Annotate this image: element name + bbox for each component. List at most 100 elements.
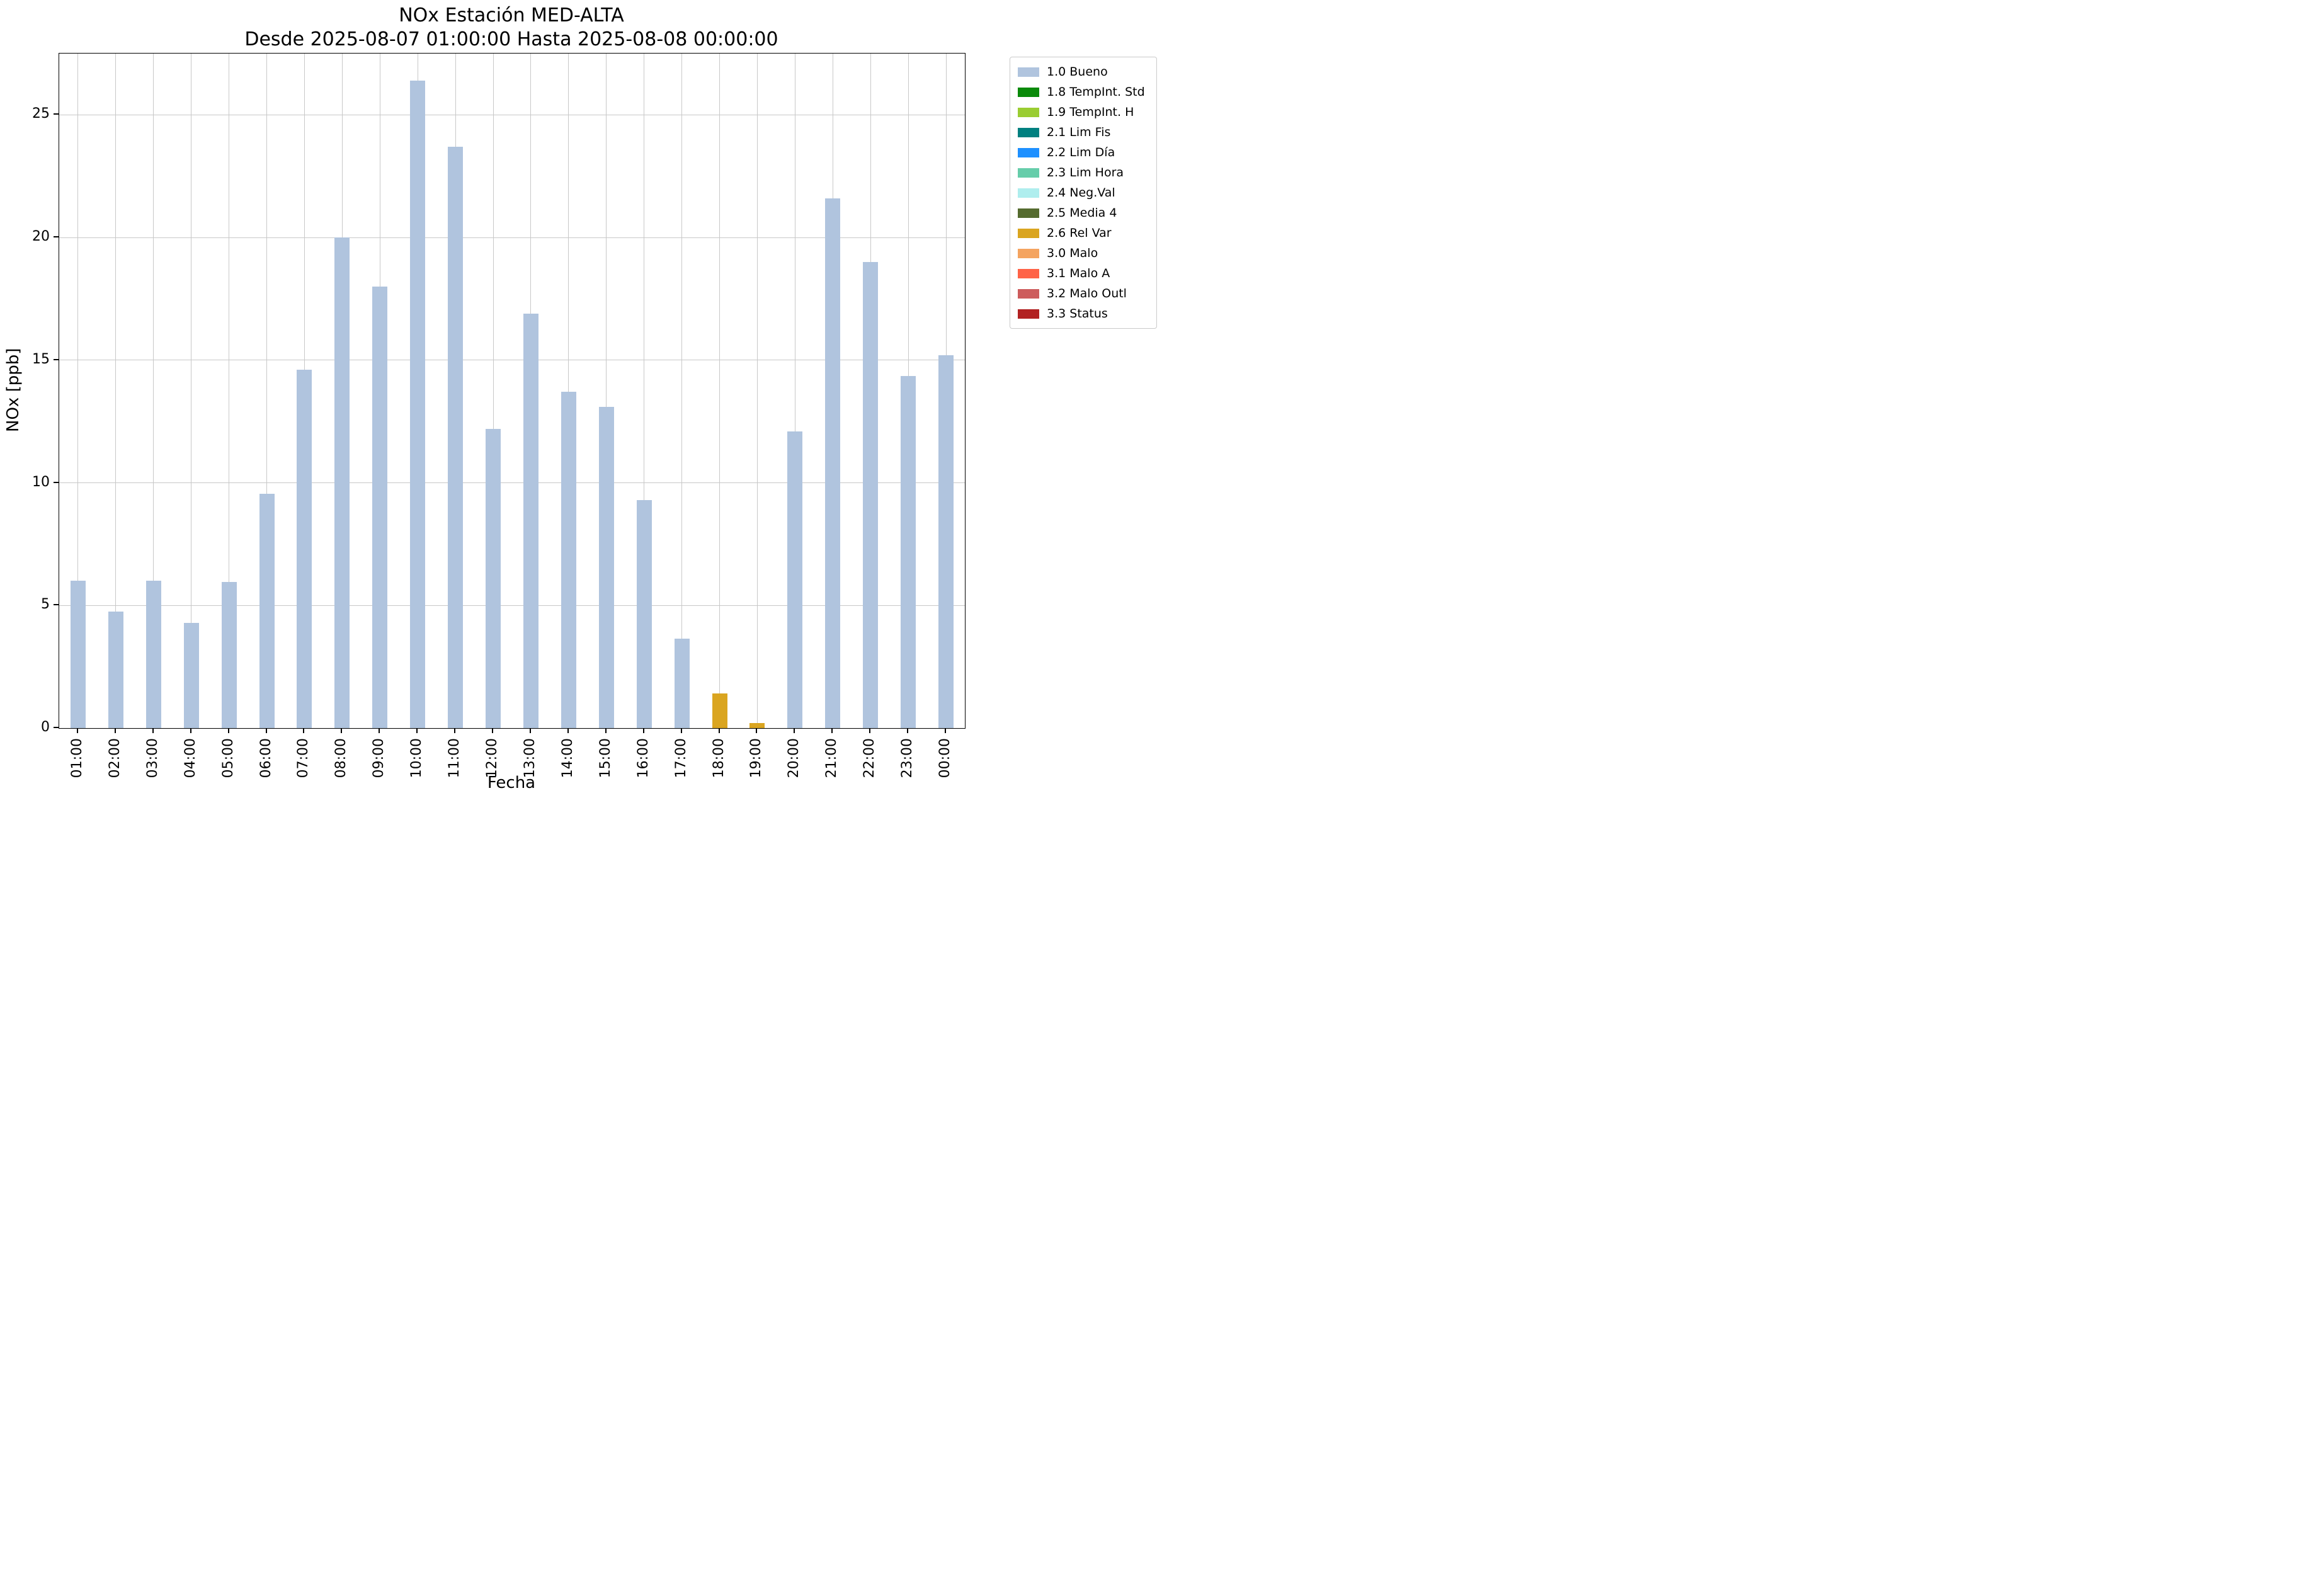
legend-item-label: 3.0 Malo [1047, 246, 1098, 260]
legend-swatch [1018, 248, 1039, 258]
x-tick-label: 22:00 [862, 738, 878, 778]
x-tick-label: 20:00 [786, 738, 802, 778]
legend-swatch [1018, 188, 1039, 198]
x-gridline [77, 54, 79, 728]
x-gridline [756, 54, 758, 728]
x-tick-mark [756, 728, 758, 733]
y-tick-label: 5 [41, 596, 50, 613]
y-tick-label: 20 [32, 229, 50, 245]
legend-item-label: 2.5 Media 4 [1047, 206, 1117, 220]
y-axis-label: NOx [ppb] [4, 348, 23, 433]
y-gridline [59, 237, 965, 238]
legend-item: 3.3 Status [1018, 307, 1145, 321]
x-gridline [115, 54, 117, 728]
x-tick-label: 05:00 [220, 738, 236, 778]
legend-item: 2.5 Media 4 [1018, 206, 1145, 220]
x-tick-label: 01:00 [69, 738, 85, 778]
x-tick-label: 07:00 [295, 738, 312, 778]
x-tick-mark [794, 728, 795, 733]
x-tick-mark [265, 728, 267, 733]
legend-item-label: 3.1 Malo A [1047, 266, 1110, 280]
legend-swatch [1018, 309, 1039, 319]
x-tick-label: 17:00 [673, 738, 689, 778]
x-tick-mark [454, 728, 456, 733]
x-tick-label: 03:00 [144, 738, 161, 778]
legend-swatch [1018, 127, 1039, 137]
chart-title: NOx Estación MED-ALTA [399, 4, 624, 26]
x-tick-label: 00:00 [937, 738, 954, 778]
x-tick-mark [869, 728, 871, 733]
y-tick-label: 0 [41, 719, 50, 735]
bar-00:00 [938, 355, 954, 728]
legend-item: 1.8 TempInt. Std [1018, 85, 1145, 99]
bar-06:00 [259, 494, 275, 728]
legend-item: 1.9 TempInt. H [1018, 105, 1145, 119]
x-tick-label: 12:00 [484, 738, 501, 778]
bar-05:00 [221, 582, 237, 728]
chart-subtitle: Desde 2025-08-07 01:00:00 Hasta 2025-08-… [244, 28, 778, 50]
legend-item: 3.1 Malo A [1018, 266, 1145, 280]
bar-23:00 [901, 376, 916, 728]
bar-01:00 [70, 581, 86, 728]
plot-area [59, 53, 966, 729]
legend-item: 2.6 Rel Var [1018, 226, 1145, 240]
legend-item: 2.2 Lim Día [1018, 145, 1145, 159]
x-tick-mark [190, 728, 191, 733]
legend-swatch [1018, 208, 1039, 218]
x-tick-mark [303, 728, 305, 733]
x-tick-label: 19:00 [748, 738, 765, 778]
x-tick-mark [114, 728, 116, 733]
legend-item-label: 2.1 Lim Fis [1047, 125, 1111, 139]
chart-title-block: NOx Estación MED-ALTA Desde 2025-08-07 0… [59, 4, 964, 52]
x-gridline [719, 54, 721, 728]
x-gridline [493, 54, 494, 728]
x-tick-mark [416, 728, 418, 733]
legend-item: 3.2 Malo Outl [1018, 287, 1145, 300]
bar-14:00 [561, 392, 576, 728]
bar-04:00 [183, 622, 199, 728]
x-gridline [568, 54, 569, 728]
legend-item-label: 2.2 Lim Día [1047, 145, 1115, 159]
legend-item: 2.1 Lim Fis [1018, 125, 1145, 139]
bar-03:00 [145, 581, 161, 728]
x-tick-mark [605, 728, 607, 733]
bar-12:00 [486, 428, 501, 728]
y-tick-mark [54, 358, 59, 360]
x-gridline [606, 54, 607, 728]
y-tick-label: 10 [32, 474, 50, 490]
x-tick-mark [642, 728, 644, 733]
bar-15:00 [598, 406, 614, 728]
legend-swatch [1018, 67, 1039, 77]
x-gridline [153, 54, 154, 728]
legend-swatch [1018, 288, 1039, 299]
y-gridline [59, 482, 965, 484]
x-tick-mark [341, 728, 343, 733]
bar-11:00 [448, 146, 464, 728]
legend-item-label: 1.9 TempInt. H [1047, 105, 1134, 119]
bar-08:00 [334, 237, 350, 728]
bar-21:00 [825, 198, 841, 728]
x-tick-label: 02:00 [106, 738, 123, 778]
x-tick-mark [718, 728, 720, 733]
legend-swatch [1018, 228, 1039, 238]
legend-item-label: 3.3 Status [1047, 307, 1108, 321]
bar-07:00 [297, 370, 312, 728]
x-tick-mark [567, 728, 569, 733]
bar-20:00 [787, 431, 803, 728]
bar-16:00 [636, 499, 652, 728]
x-tick-mark [152, 728, 154, 733]
x-gridline [681, 54, 683, 728]
bar-02:00 [108, 612, 123, 728]
bar-13:00 [523, 313, 538, 728]
x-tick-label: 10:00 [409, 738, 425, 778]
bar-18:00 [712, 693, 727, 728]
x-tick-mark [227, 728, 229, 733]
legend-swatch [1018, 87, 1039, 97]
legend-item: 1.0 Bueno [1018, 65, 1145, 79]
x-tick-label: 06:00 [258, 738, 274, 778]
x-gridline [266, 54, 268, 728]
legend-item-label: 2.4 Neg.Val [1047, 186, 1115, 200]
x-tick-label: 04:00 [182, 738, 198, 778]
y-tick-mark [54, 236, 59, 238]
x-tick-label: 14:00 [559, 738, 576, 778]
